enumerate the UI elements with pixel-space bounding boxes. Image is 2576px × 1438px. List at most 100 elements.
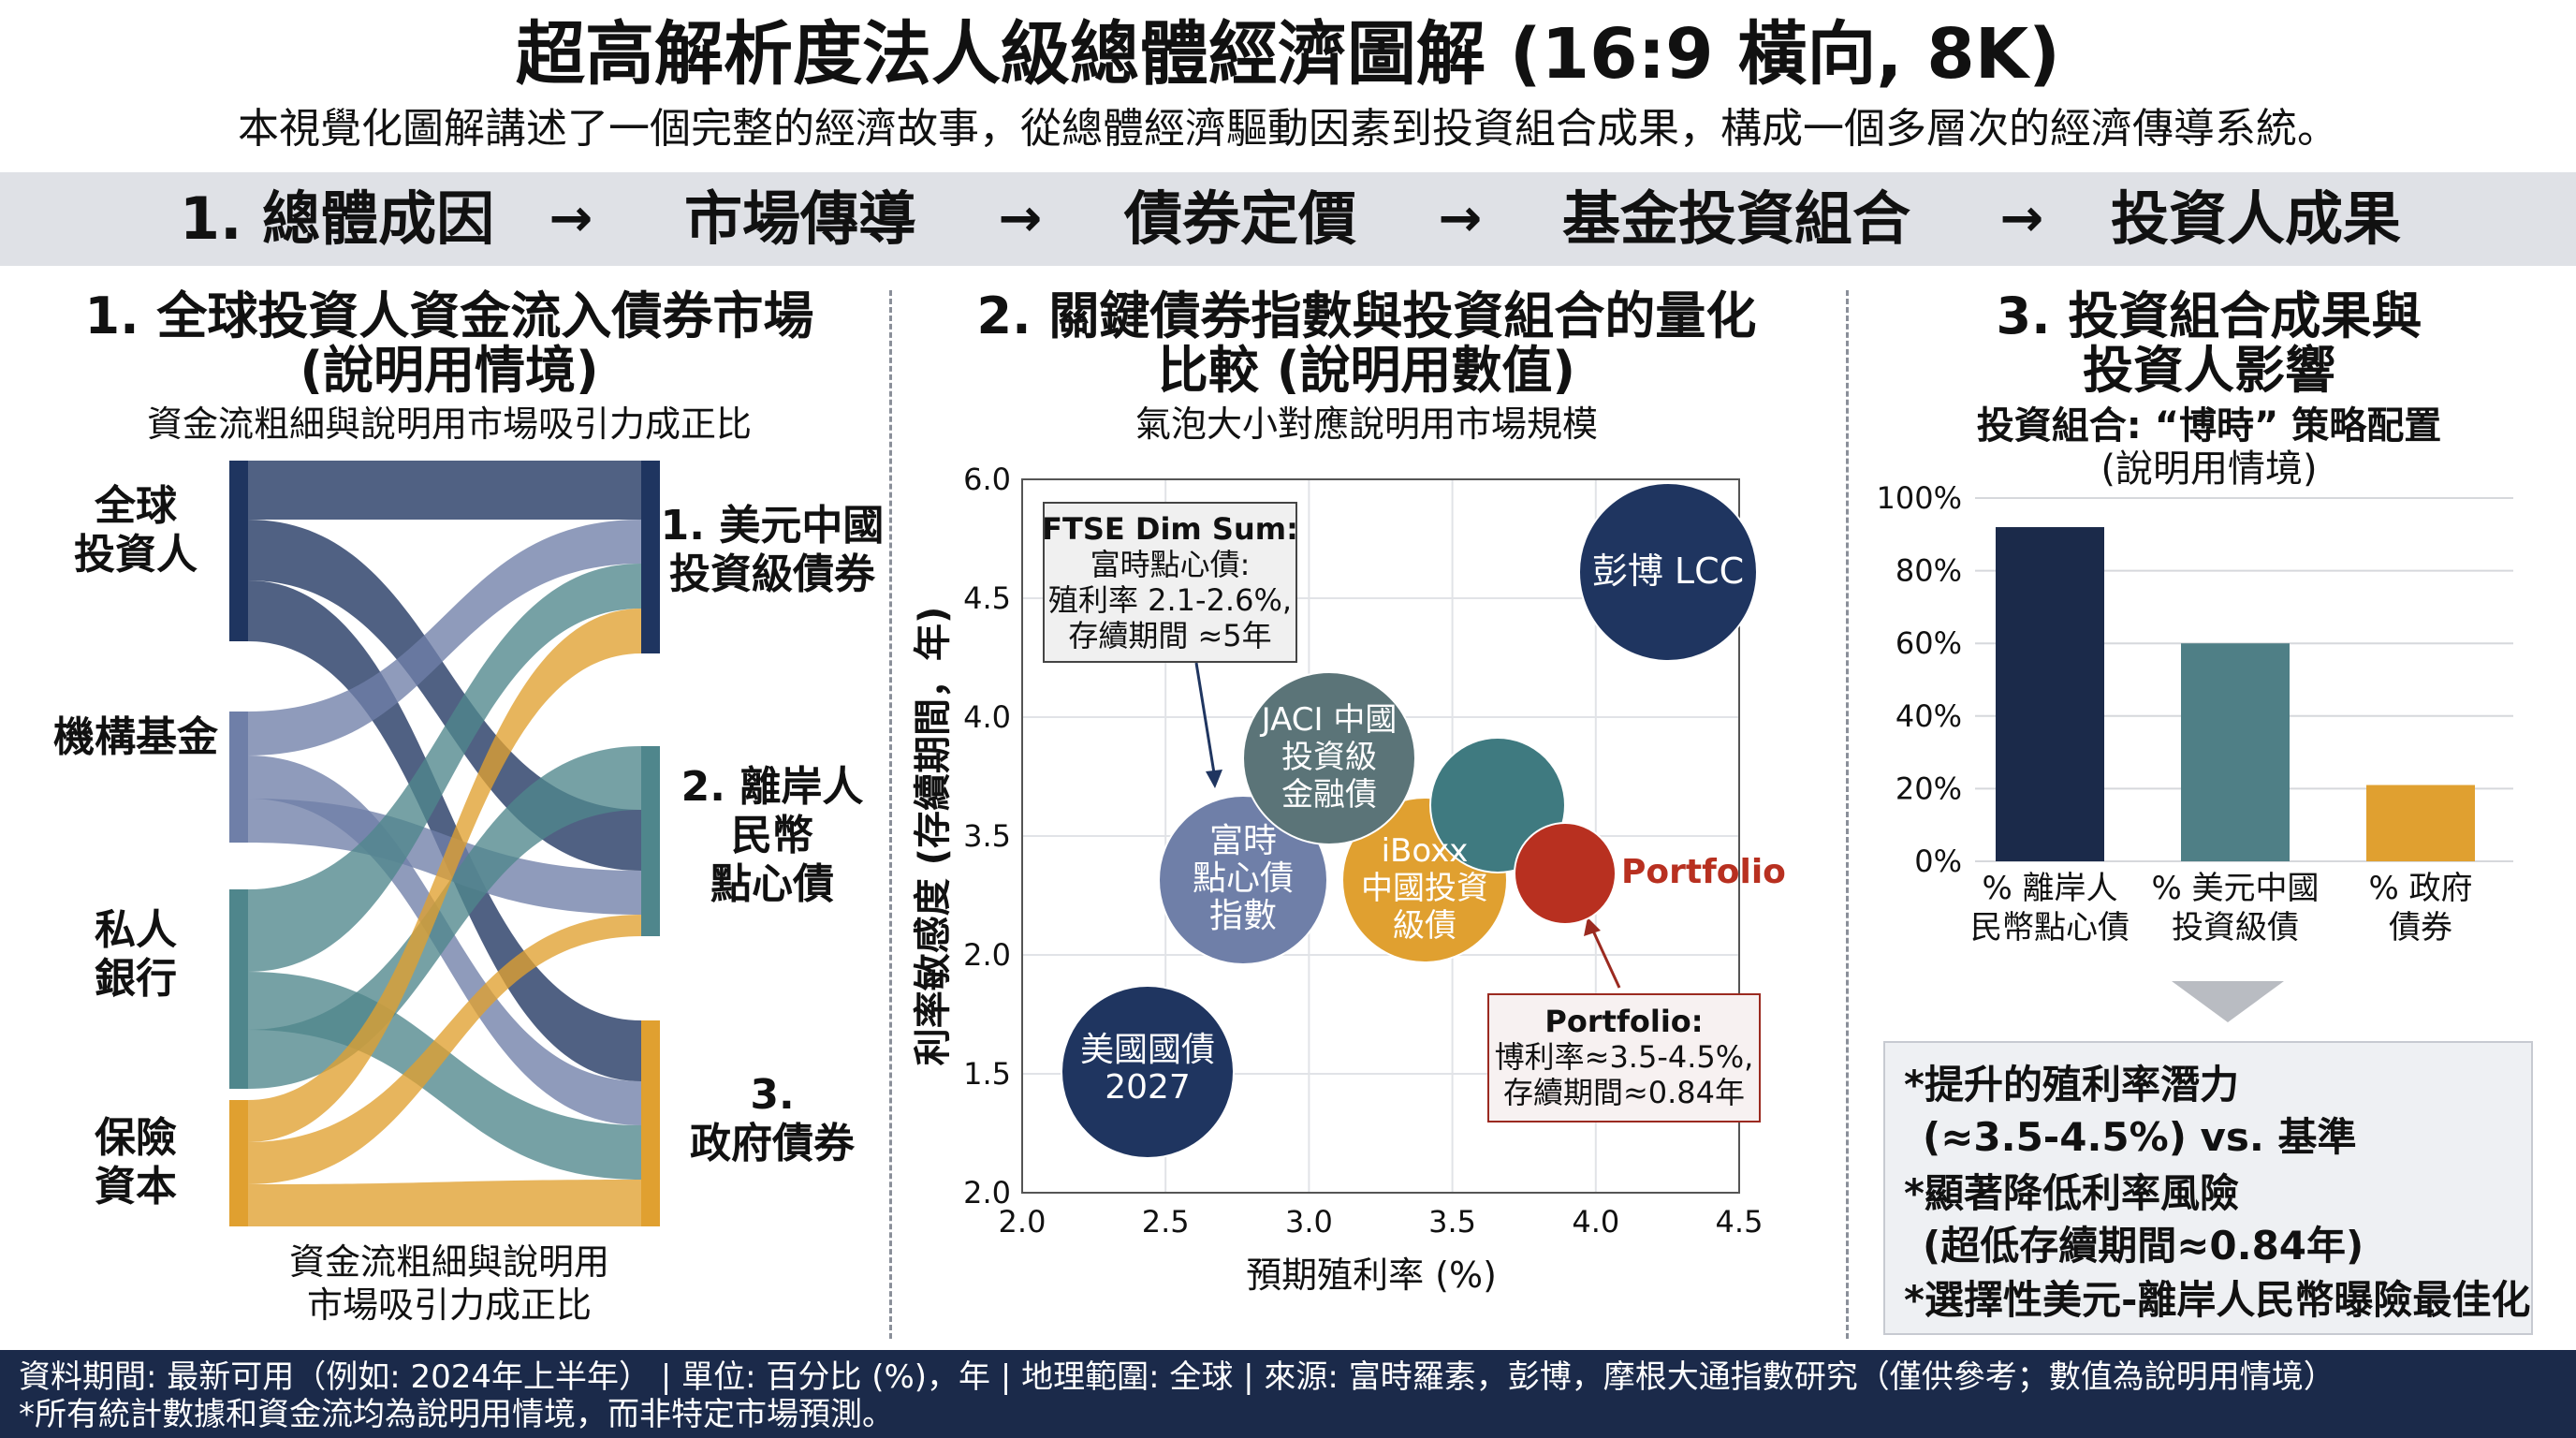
footer-disclaimer: *所有統計數據和資金流均為說明用情境，而非特定市場預測。 — [19, 1396, 894, 1433]
sankey-title-line2: (說明用情境) — [300, 341, 599, 400]
impact-text: *提升的殖利率潛力 — [1904, 1062, 2239, 1108]
flow-step-investor: 投資人成果 — [2110, 184, 2401, 253]
sankey-source-node — [229, 889, 248, 1089]
section-divider — [1846, 290, 1849, 1339]
x-tick-label: 2.0 — [999, 1204, 1046, 1240]
x-tick-label: 4.0 — [1572, 1204, 1619, 1240]
sankey-flow — [248, 609, 641, 1142]
bar-title-line1: 3. 投資組合成果與 — [1996, 286, 2422, 345]
bubble-chart: 6.0 4.5 4.0 3.5 2.0 1.5 2.0 2.0 2.5 3.0 3.5 4.0 4.5… — [912, 462, 1786, 1296]
bubble-label: 彭博 LCC — [1592, 550, 1744, 592]
y-tick-label: 1.5 — [963, 1056, 1011, 1092]
portfolio-callout-text: Portfolio: — [1544, 1004, 1703, 1039]
y-axis-label: 利率敏感度 (存續期間，年) — [912, 607, 955, 1066]
ftse-callout-text: FTSE Dim Sum: — [1042, 511, 1298, 547]
bubble-label: 2027 — [1105, 1068, 1191, 1107]
portfolio-callout-text: 博利率≈3.5-4.5%, — [1495, 1039, 1754, 1075]
flow-step-market: 市場傳導 — [683, 184, 916, 253]
bubble-label: JACI 中國 — [1260, 701, 1398, 739]
flow-step-portfolio: 基金投資組合 — [1561, 184, 1910, 253]
bar-subtitle-line2: (說明用情境) — [2100, 448, 2318, 491]
bubble-label: iBoxx — [1382, 832, 1469, 870]
flow-step-pricing: 債券定價 — [1123, 184, 1356, 253]
bar-subtitle-line1: 投資組合: “博時” 策略配置 — [1976, 404, 2442, 448]
portfolio-callout-box — [1487, 993, 1761, 1123]
sankey-caption-line2: 市場吸引力成正比 — [306, 1284, 592, 1326]
sankey-title-line1: 1. 全球投資人資金流入債券市場 — [84, 286, 814, 345]
arrow-head-icon — [1206, 770, 1222, 788]
bubble-label: 點心債 — [1193, 859, 1294, 898]
ftse-callout-box — [1043, 502, 1297, 663]
y-tick-label: 2.0 — [963, 1175, 1011, 1211]
sankey-source-node — [229, 1100, 248, 1226]
bubble — [1158, 795, 1328, 965]
bubble-label: 中國投資 — [1361, 870, 1488, 907]
bubble-title-line2: 比較 (說明用數值) — [1157, 341, 1576, 400]
bar-chart: 100% 80% 60% 40% 20% 0% % 離岸人 民幣點心債 % 美元中國 投資… — [1877, 480, 2513, 946]
y-tick-label: 80% — [1895, 553, 1962, 589]
ftse-callout-text: 存續期間 ≈5年 — [1068, 618, 1271, 653]
bar-title-line2: 投資人影響 — [2083, 341, 2335, 400]
flow-arrow-icon: → — [549, 188, 593, 249]
sankey-source-label: 私人 銀行 — [95, 906, 177, 1003]
impact-text: *選擇性美元-離岸人民幣曝險最佳化 — [1904, 1277, 2531, 1323]
bubble — [1514, 822, 1617, 925]
x-tick-label: 4.5 — [1716, 1204, 1764, 1240]
y-tick-label: 2.0 — [963, 937, 1011, 973]
y-tick-label: 0% — [1914, 844, 1962, 879]
sankey-flow — [248, 1180, 641, 1226]
sankey-source-label: 全球 投資人 — [74, 482, 198, 579]
sankey-chart — [229, 461, 660, 1226]
plot-frame — [1021, 478, 1740, 1194]
y-tick-label: 60% — [1895, 625, 1962, 661]
flow-arrow-icon: → — [1438, 188, 1483, 249]
bubble-label: 級債 — [1393, 907, 1456, 945]
sankey-target-node — [641, 461, 660, 653]
bubble-label: 金融債 — [1281, 776, 1377, 814]
y-tick-label: 3.5 — [963, 818, 1011, 854]
sankey-flow — [248, 580, 641, 1081]
sankey-target-node — [641, 1020, 660, 1226]
investor-impact-box: *提升的殖利率潛力 (≈3.5-4.5%) vs. 基準 *顯著降低利率風險 (… — [1883, 1041, 2533, 1335]
bar — [2366, 785, 2475, 861]
bar-category-label: 民幣點心債 — [1970, 909, 2130, 946]
x-tick-label: 2.5 — [1142, 1204, 1190, 1240]
y-tick-label: 6.0 — [963, 462, 1011, 497]
callout-arrow — [1194, 662, 1217, 780]
flow-arrow-icon: → — [998, 188, 1043, 249]
portfolio-bubble-label: Portfolio — [1621, 853, 1786, 891]
sankey-target-label: 1. 美元中國 投資級債券 — [660, 502, 885, 598]
footer-source-note: 資料期間: 最新可用（例如: 2024年上半年） | 單位: 百分比 (%)，年… — [19, 1358, 2335, 1396]
ftse-callout-text: 富時點心債: — [1090, 547, 1251, 582]
bar-category-label: % 美元中國 — [2151, 870, 2319, 907]
y-tick-label: 20% — [1895, 770, 1962, 806]
bubble-label: 指數 — [1209, 897, 1277, 935]
bubble-title-line1: 2. 關鍵債券指數與投資組合的量化 — [976, 286, 1757, 345]
callout-arrow — [1589, 926, 1621, 989]
y-tick-label: 100% — [1877, 480, 1962, 516]
page-subtitle: 本視覺化圖解講述了一個完整的經濟故事，從總體經濟驅動因素到投資組合成果，構成一個… — [238, 105, 2338, 153]
bubble — [1242, 671, 1416, 845]
footer-bar: 資料期間: 最新可用（例如: 2024年上半年） | 單位: 百分比 (%)，年… — [0, 1350, 2576, 1438]
y-tick-label: 40% — [1895, 698, 1962, 734]
sankey-flow — [248, 520, 641, 756]
down-chevron-icon — [2172, 981, 2284, 1022]
bubble — [1578, 482, 1758, 662]
y-tick-label: 4.5 — [963, 580, 1011, 616]
sankey-target-node — [641, 746, 660, 936]
bubble-subtitle: 氣泡大小對應說明用市場規模 — [1134, 404, 1598, 445]
sankey-subtitle: 資金流粗細與說明用市場吸引力成正比 — [146, 404, 752, 445]
impact-text: *顯著降低利率風險 — [1904, 1170, 2239, 1216]
y-tick-label: 4.0 — [963, 699, 1011, 735]
sankey-source-node — [229, 712, 248, 843]
section-divider — [889, 290, 892, 1339]
sankey-flow — [248, 915, 641, 1184]
ftse-callout-text: 殖利率 2.1-2.6%, — [1048, 582, 1292, 618]
sankey-flow — [248, 746, 641, 1089]
sankey-source-label: 機構基金 — [53, 713, 218, 761]
sankey-flow — [248, 564, 641, 972]
sankey-source-label: 保險 資本 — [95, 1114, 177, 1211]
impact-text: (超低存續期間≈0.84年) — [1923, 1223, 2364, 1269]
page-title: 超高解析度法人級總體經濟圖解 (16:9 橫向, 8K) — [516, 14, 2060, 95]
flow-step-macro: 1. 總體成因 — [179, 184, 495, 253]
